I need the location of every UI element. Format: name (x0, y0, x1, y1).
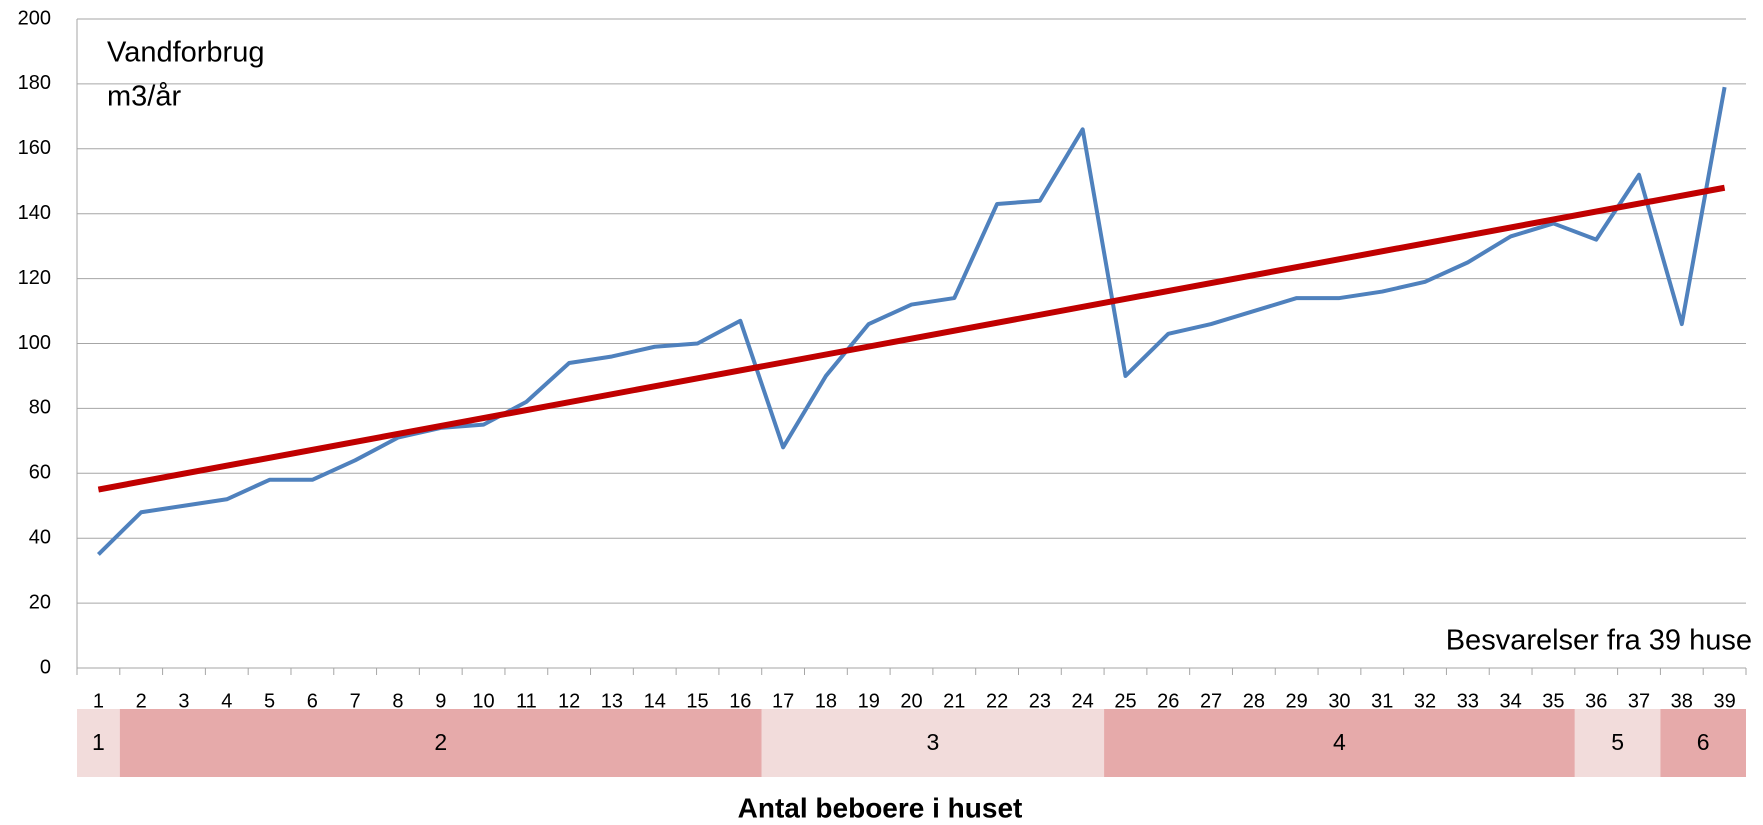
group-label: 6 (1697, 729, 1710, 755)
x-tick-label: 39 (1713, 690, 1735, 712)
y-tick-label: 160 (18, 137, 51, 159)
x-tick-label: 9 (435, 690, 446, 712)
y-tick-label: 80 (29, 397, 51, 419)
x-tick-label: 35 (1542, 690, 1564, 712)
x-tick-label: 8 (392, 690, 403, 712)
data-line (96, 86, 1727, 556)
y-tick-label: 200 (18, 7, 51, 29)
x-tick-label: 32 (1414, 690, 1436, 712)
x-tick-label: 3 (178, 690, 189, 712)
trend-line (97, 184, 1726, 493)
group-band (77, 709, 120, 777)
x-tick-label: 28 (1243, 690, 1265, 712)
x-tick-label: 17 (772, 690, 794, 712)
group-label: 5 (1611, 729, 1624, 755)
annotation: Besvarelser fra 39 huse (1446, 625, 1752, 657)
x-tick-label: 20 (900, 690, 922, 712)
x-tick-label: 15 (686, 690, 708, 712)
x-tick-label: 4 (221, 690, 232, 712)
x-tick-label: 25 (1114, 690, 1136, 712)
x-tick-label: 30 (1328, 690, 1350, 712)
group-band (119, 709, 762, 777)
y-axis-label: m3/år (107, 81, 181, 113)
y-tick-label: 60 (29, 462, 51, 484)
x-tick-label: 5 (264, 690, 275, 712)
x-tick-label: 34 (1500, 690, 1522, 712)
group-band (1660, 709, 1746, 777)
x-tick-label: 26 (1157, 690, 1179, 712)
y-tick-label: 0 (40, 656, 51, 678)
x-tick-label: 6 (307, 690, 318, 712)
x-tick-label: 24 (1072, 690, 1094, 712)
x-tick-label: 29 (1286, 690, 1308, 712)
group-band (1104, 709, 1575, 777)
x-tick-label: 27 (1200, 690, 1222, 712)
x-tick-label: 12 (558, 690, 580, 712)
x-tick-label: 2 (136, 690, 147, 712)
y-axis-label: Vandforbrug (107, 37, 264, 69)
x-tick-label: 21 (943, 690, 965, 712)
x-tick-label: 1 (93, 690, 104, 712)
x-tick-label: 22 (986, 690, 1008, 712)
y-tick-label: 40 (29, 526, 51, 548)
x-tick-label: 33 (1457, 690, 1479, 712)
x-tick-label: 36 (1585, 690, 1607, 712)
group-band (761, 709, 1105, 777)
x-tick-label: 31 (1371, 690, 1393, 712)
x-tick-label: 38 (1671, 690, 1693, 712)
x-axis-label: Antal beboere i huset (738, 792, 1023, 823)
group-label: 4 (1333, 729, 1346, 755)
x-tick-label: 14 (644, 690, 666, 712)
group-label: 1 (92, 729, 105, 755)
y-tick-label: 100 (18, 332, 51, 354)
x-tick-label: 19 (858, 690, 880, 712)
y-tick-label: 140 (18, 202, 51, 224)
y-tick-label: 180 (18, 72, 51, 94)
group-label: 2 (434, 729, 447, 755)
y-tick-label: 120 (18, 267, 51, 289)
x-tick-label: 13 (601, 690, 623, 712)
x-tick-label: 16 (729, 690, 751, 712)
x-tick-label: 11 (516, 690, 537, 712)
x-tick-label: 10 (472, 690, 494, 712)
y-tick-label: 20 (29, 591, 51, 613)
group-band (1574, 709, 1661, 777)
group-label: 3 (926, 729, 939, 755)
x-tick-label: 37 (1628, 690, 1650, 712)
x-tick-label: 18 (815, 690, 837, 712)
x-tick-label: 23 (1029, 690, 1051, 712)
x-tick-label: 7 (350, 690, 361, 712)
